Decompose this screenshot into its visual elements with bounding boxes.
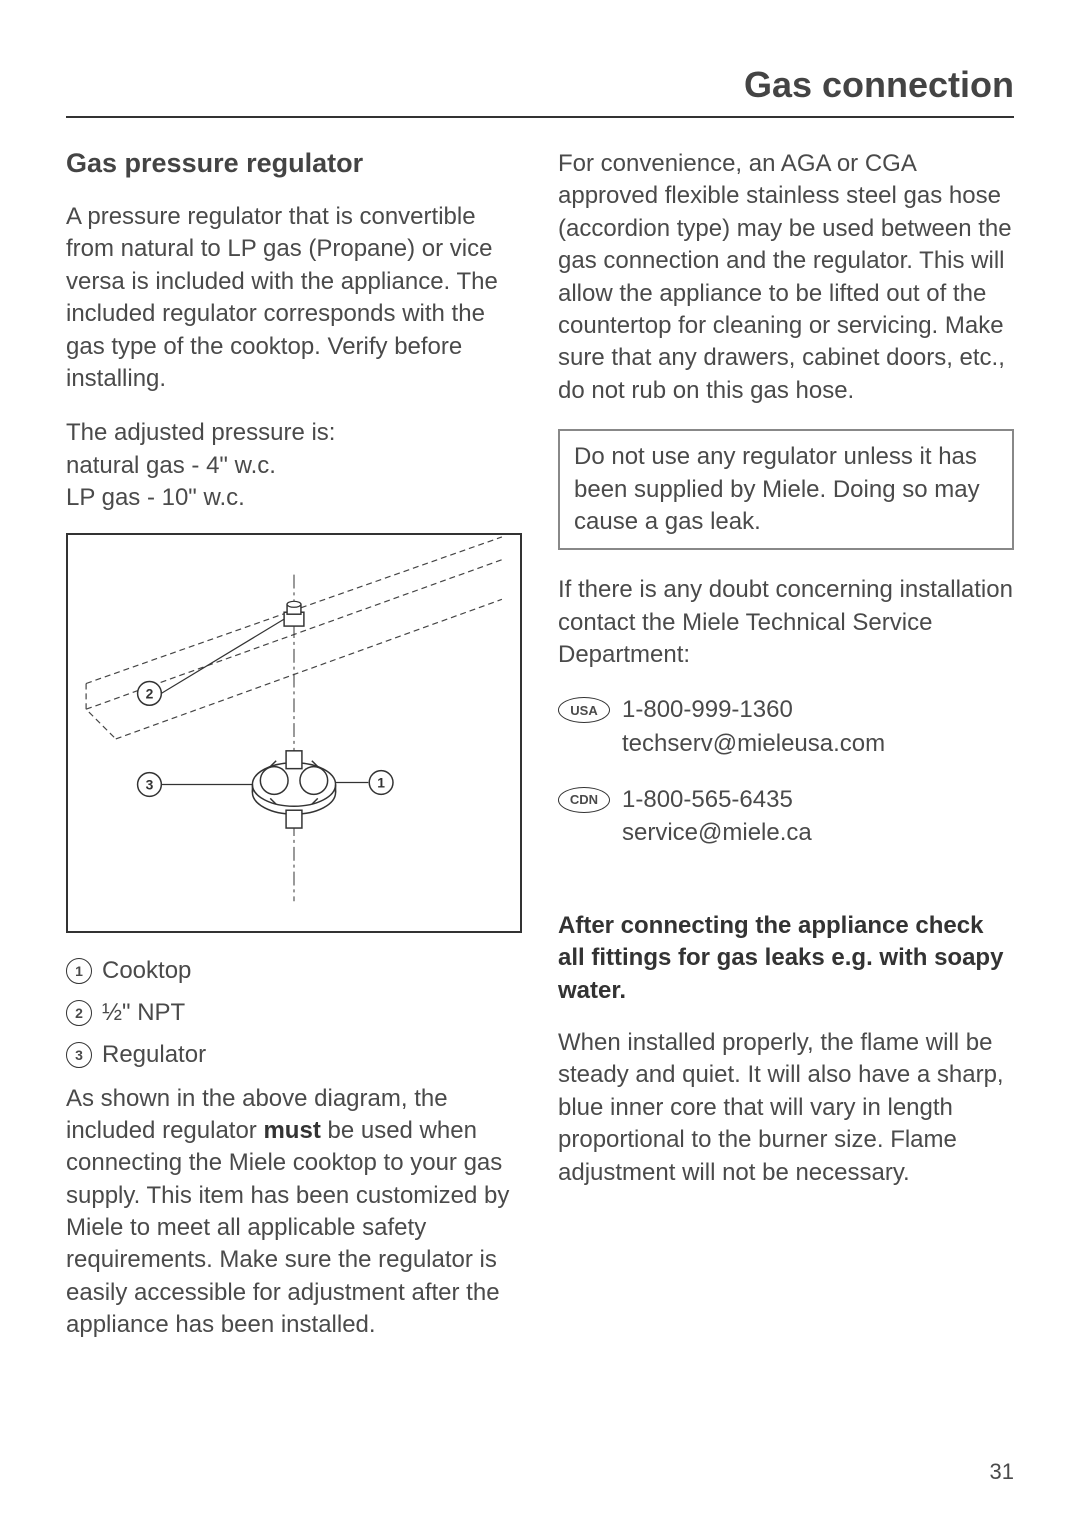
- legend-item-2: 2 ½" NPT: [66, 999, 522, 1027]
- legend-num-3: 3: [66, 1042, 92, 1068]
- usa-badge: USA: [558, 697, 610, 723]
- para-regulator-intro: A pressure regulator that is convertible…: [66, 201, 522, 395]
- legend-num-1: 1: [66, 958, 92, 984]
- regulator-diagram: 1 2 3: [66, 533, 522, 933]
- right-column: For convenience, an AGA or CGA approved …: [558, 148, 1014, 1364]
- section-title: Gas pressure regulator: [66, 148, 522, 179]
- svg-text:2: 2: [146, 685, 154, 701]
- legend-label-2: ½" NPT: [102, 999, 185, 1027]
- diagram-svg: 1 2 3: [68, 535, 520, 931]
- para-hose: For convenience, an AGA or CGA approved …: [558, 148, 1014, 407]
- svg-text:1: 1: [377, 774, 385, 790]
- leak-check-heading: After connecting the appliance check all…: [558, 910, 1014, 1007]
- pressure-intro: The adjusted pressure is:: [66, 417, 522, 449]
- legend-item-1: 1 Cooktop: [66, 957, 522, 985]
- contact-usa: USA 1-800-999-1360 techserv@mieleusa.com: [558, 693, 1014, 760]
- cdn-phone: 1-800-565-6435: [622, 783, 812, 817]
- page-number: 31: [990, 1459, 1014, 1485]
- legend-label-1: Cooktop: [102, 957, 191, 985]
- legend-item-3: 3 Regulator: [66, 1041, 522, 1069]
- usa-email: techserv@mieleusa.com: [622, 727, 885, 761]
- pressure-lp: LP gas - 10" w.c.: [66, 482, 522, 514]
- header-title: Gas connection: [744, 64, 1014, 105]
- para-diagram-note: As shown in the above diagram, the inclu…: [66, 1083, 522, 1342]
- cdn-email: service@miele.ca: [622, 816, 812, 850]
- left-column: Gas pressure regulator A pressure regula…: [66, 148, 522, 1364]
- para-service: If there is any doubt concerning install…: [558, 574, 1014, 671]
- content-columns: Gas pressure regulator A pressure regula…: [66, 148, 1014, 1364]
- page-header: Gas connection: [66, 64, 1014, 118]
- contact-cdn: CDN 1-800-565-6435 service@miele.ca: [558, 783, 1014, 850]
- pressure-ng: natural gas - 4" w.c.: [66, 450, 522, 482]
- legend-label-3: Regulator: [102, 1041, 206, 1069]
- usa-phone: 1-800-999-1360: [622, 693, 885, 727]
- para-flame: When installed properly, the flame will …: [558, 1027, 1014, 1189]
- warning-callout: Do not use any regulator unless it has b…: [558, 429, 1014, 550]
- must-emphasis: must: [263, 1117, 320, 1144]
- svg-text:3: 3: [146, 776, 154, 792]
- cdn-badge: CDN: [558, 787, 610, 813]
- legend-num-2: 2: [66, 1000, 92, 1026]
